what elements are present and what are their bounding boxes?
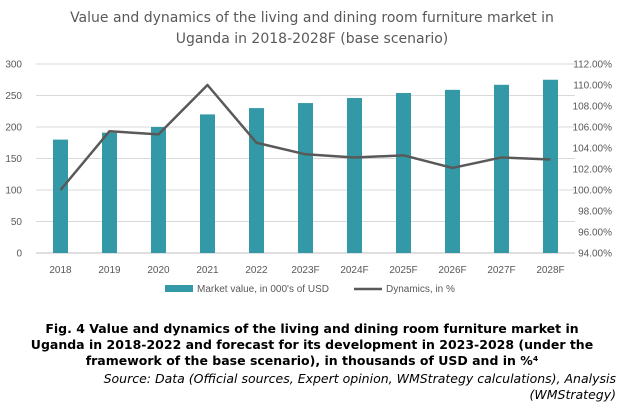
- x-tick-label: 2026F: [438, 265, 466, 276]
- bar: [445, 89, 460, 253]
- y-right-tick-label: 96.00%: [578, 228, 612, 239]
- x-tick-label: 2018: [49, 265, 72, 276]
- x-tick-label: 2028F: [536, 265, 564, 276]
- x-tick-label: 2021: [196, 265, 219, 276]
- x-tick-label: 2024F: [340, 265, 368, 276]
- caption-line1: Fig. 4 Value and dynamics of the living …: [45, 321, 579, 336]
- y-left-tick-label: 150: [5, 154, 22, 165]
- y-right-tick-label: 94.00%: [578, 249, 612, 260]
- chart: Value and dynamics of the living and din…: [5, 10, 613, 295]
- y-axis-right: 94.00% 96.00% 98.00% 100.00% 102.00% 104.00% 1…: [573, 60, 613, 260]
- source-note: Source: Data (Official sources, Expert o…: [16, 371, 616, 403]
- bar: [102, 132, 117, 253]
- y-right-tick-label: 112.00%: [573, 60, 612, 71]
- bar: [347, 98, 362, 254]
- y-right-tick-label: 110.00%: [573, 81, 612, 92]
- legend-label-bar: Market value, in 000's of USD: [197, 284, 329, 295]
- caption-line2: Uganda in 2018-2022 and forecast for its…: [30, 337, 594, 352]
- y-left-tick-label: 100: [5, 186, 22, 197]
- x-axis: 2018 2019 2020 2021 2022 2023F 2024F 2025F 2026F…: [49, 265, 564, 276]
- y-left-tick-label: 0: [16, 249, 22, 260]
- x-tick-label: 2023F: [291, 265, 319, 276]
- line-series: [59, 83, 551, 191]
- y-left-tick-label: 50: [11, 217, 23, 228]
- figure-caption: Fig. 4 Value and dynamics of the living …: [0, 321, 624, 369]
- bar: [200, 114, 215, 254]
- x-tick-label: 2019: [98, 265, 121, 276]
- caption-line3: framework of the base scenario), in thou…: [85, 353, 539, 368]
- y-left-tick-label: 200: [5, 123, 22, 134]
- x-tick-label: 2022: [245, 265, 268, 276]
- bar: [151, 127, 166, 253]
- y-axis-left: 0 50 100 150 200 250 300: [5, 60, 22, 260]
- y-right-tick-label: 98.00%: [578, 207, 612, 218]
- bar: [249, 108, 264, 253]
- bar: [298, 103, 313, 253]
- y-right-tick-label: 100.00%: [573, 186, 613, 197]
- bar: [53, 139, 68, 253]
- y-right-tick-label: 108.00%: [573, 102, 613, 113]
- dynamics-line: [59, 83, 551, 191]
- chart-title-line2: Uganda in 2018-2028F (base scenario): [176, 31, 449, 47]
- x-tick-label: 2027F: [487, 265, 515, 276]
- legend-label-line: Dynamics, in %: [386, 284, 455, 295]
- y-left-tick-label: 300: [5, 60, 22, 71]
- bar: [543, 79, 558, 253]
- y-left-tick-label: 250: [5, 91, 22, 102]
- y-right-tick-label: 102.00%: [573, 165, 613, 176]
- bar-series: [53, 79, 558, 254]
- legend-swatch-bar: [165, 285, 193, 292]
- y-right-tick-label: 106.00%: [573, 123, 613, 134]
- x-tick-label: 2020: [147, 265, 170, 276]
- chart-title-line1: Value and dynamics of the living and din…: [70, 10, 554, 26]
- y-right-tick-label: 104.00%: [573, 144, 613, 155]
- bar: [494, 84, 509, 253]
- source-line2: (WMStrategy): [529, 387, 616, 402]
- legend: Market value, in 000's of USD Dynamics, …: [165, 284, 455, 295]
- x-tick-label: 2025F: [389, 265, 417, 276]
- bar: [396, 92, 411, 253]
- source-line1: Source: Data (Official sources, Expert o…: [103, 371, 616, 386]
